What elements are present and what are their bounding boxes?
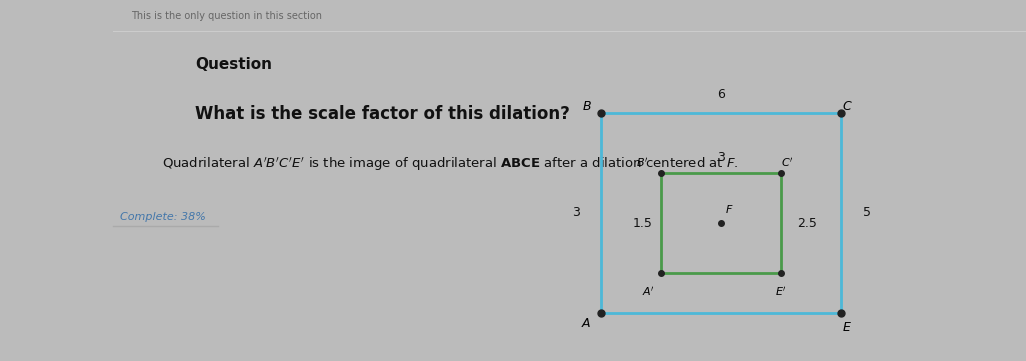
Text: 5: 5 (863, 206, 871, 219)
Text: $A'$: $A'$ (642, 285, 656, 298)
Text: 3: 3 (573, 206, 581, 219)
Text: $A$: $A$ (582, 317, 592, 330)
Text: 3: 3 (717, 151, 724, 164)
Text: $E'$: $E'$ (776, 285, 787, 298)
Text: $E$: $E$ (842, 321, 853, 334)
Text: $C$: $C$ (842, 100, 853, 113)
Text: Question: Question (195, 57, 272, 73)
Text: 1.5: 1.5 (633, 217, 653, 230)
Text: 6: 6 (717, 88, 724, 101)
Text: $B'$: $B'$ (636, 156, 648, 169)
Text: This is the only question in this section: This is the only question in this sectio… (131, 11, 322, 21)
Text: What is the scale factor of this dilation?: What is the scale factor of this dilatio… (195, 105, 569, 123)
Text: 2.5: 2.5 (797, 217, 817, 230)
Text: Quadrilateral $\mathit{A'B'C'E'}$ is the image of quadrilateral $\mathbf{ABCE}$ : Quadrilateral $\mathit{A'B'C'E'}$ is the… (162, 156, 739, 173)
Text: $B$: $B$ (582, 100, 591, 113)
Text: Complete: 38%: Complete: 38% (120, 212, 206, 222)
Text: $F$: $F$ (724, 203, 734, 215)
Text: $C'$: $C'$ (781, 156, 793, 169)
